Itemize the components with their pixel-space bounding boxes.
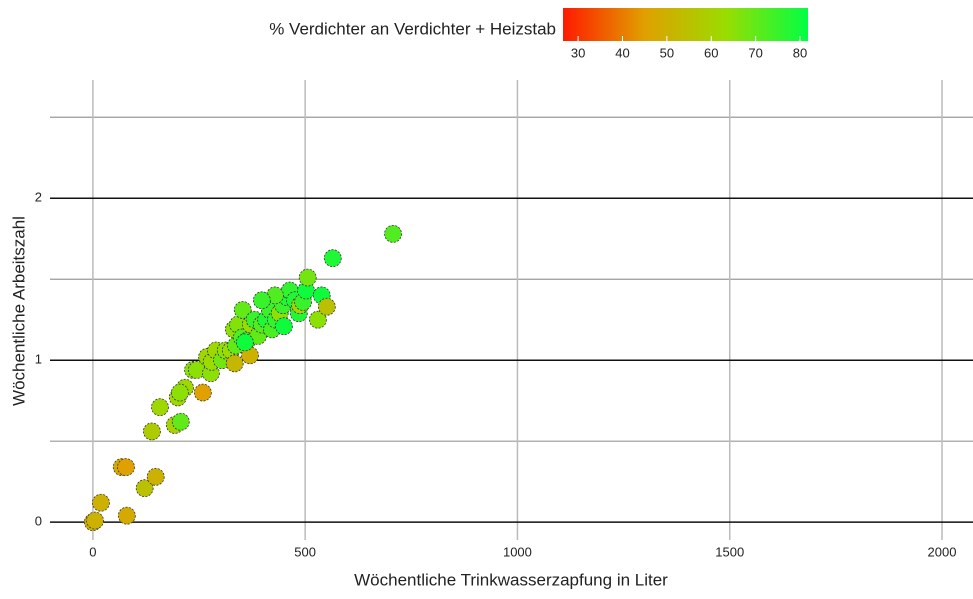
point [225, 354, 244, 373]
x-tick-label: 1500 [715, 544, 744, 559]
color-bar-label: 60 [704, 45, 718, 60]
x-tick-label: 1000 [503, 544, 532, 559]
point [151, 398, 169, 417]
point [266, 286, 284, 305]
point [117, 506, 136, 525]
point [92, 493, 110, 512]
y-tick-label: 2 [35, 190, 42, 205]
point [135, 479, 154, 498]
x-tick-label: 500 [294, 544, 316, 559]
point [86, 511, 104, 530]
x-tick-label: 2000 [928, 544, 957, 559]
legend-title: % Verdichter an Verdichter + Heizstab [269, 19, 556, 38]
color-bar-label: 30 [571, 45, 585, 60]
point [252, 291, 271, 310]
point [171, 412, 190, 431]
point [308, 310, 327, 329]
point [117, 458, 135, 477]
x-tick-label: 0 [89, 544, 96, 559]
x-axis-title: Wöchentliche Trinkwasserzapfung in Liter [354, 570, 668, 589]
point [171, 383, 189, 402]
color-bar-label: 80 [793, 45, 807, 60]
point [142, 422, 161, 441]
point [317, 297, 336, 316]
color-bar-label: 50 [660, 45, 674, 60]
point [275, 317, 293, 336]
point [323, 249, 342, 268]
point [146, 467, 165, 486]
point [235, 333, 254, 352]
point [233, 301, 252, 319]
color-bar-label: 70 [748, 45, 762, 60]
y-tick-label: 0 [35, 514, 42, 529]
y-axis-title: Wöchentliche Arbeitszahl [9, 216, 28, 406]
point [193, 383, 212, 402]
color-bar [563, 8, 808, 41]
color-bar-label: 40 [615, 45, 629, 60]
y-tick-label: 1 [35, 352, 42, 367]
point [298, 268, 317, 287]
point [384, 224, 402, 243]
